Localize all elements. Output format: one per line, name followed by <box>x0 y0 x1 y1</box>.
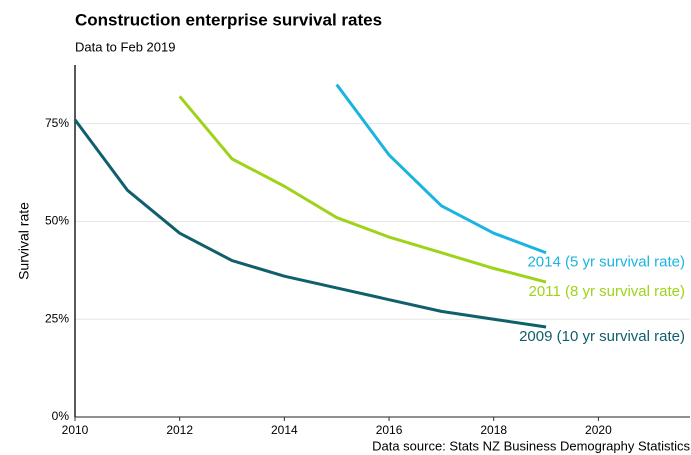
y-tick-label: 25% <box>45 311 69 325</box>
x-tick-label: 2014 <box>271 423 298 437</box>
series-line <box>73 118 547 329</box>
chart-subtitle: Data to Feb 2019 <box>75 39 175 54</box>
chart-title: Construction enterprise survival rates <box>75 10 382 29</box>
series-line <box>178 95 547 284</box>
x-tick-label: 2018 <box>480 423 507 437</box>
x-tick-label: 2012 <box>166 423 193 437</box>
series-label: 2011 (8 yr survival rate) <box>529 283 685 300</box>
x-tick-label: 2020 <box>585 423 612 437</box>
x-tick-label: 2010 <box>62 423 89 437</box>
source-note: Data source: Stats NZ Business Demograph… <box>372 438 690 453</box>
y-tick-label: 0% <box>52 409 70 423</box>
series-label: 2014 (5 yr survival rate) <box>527 254 685 271</box>
series-label: 2009 (10 yr survival rate) <box>519 328 685 345</box>
y-axis-label: Survival rate <box>16 202 32 280</box>
x-tick-label: 2016 <box>376 423 403 437</box>
y-tick-label: 50% <box>45 214 69 228</box>
y-tick-label: 75% <box>45 116 69 130</box>
series-line <box>335 83 547 255</box>
